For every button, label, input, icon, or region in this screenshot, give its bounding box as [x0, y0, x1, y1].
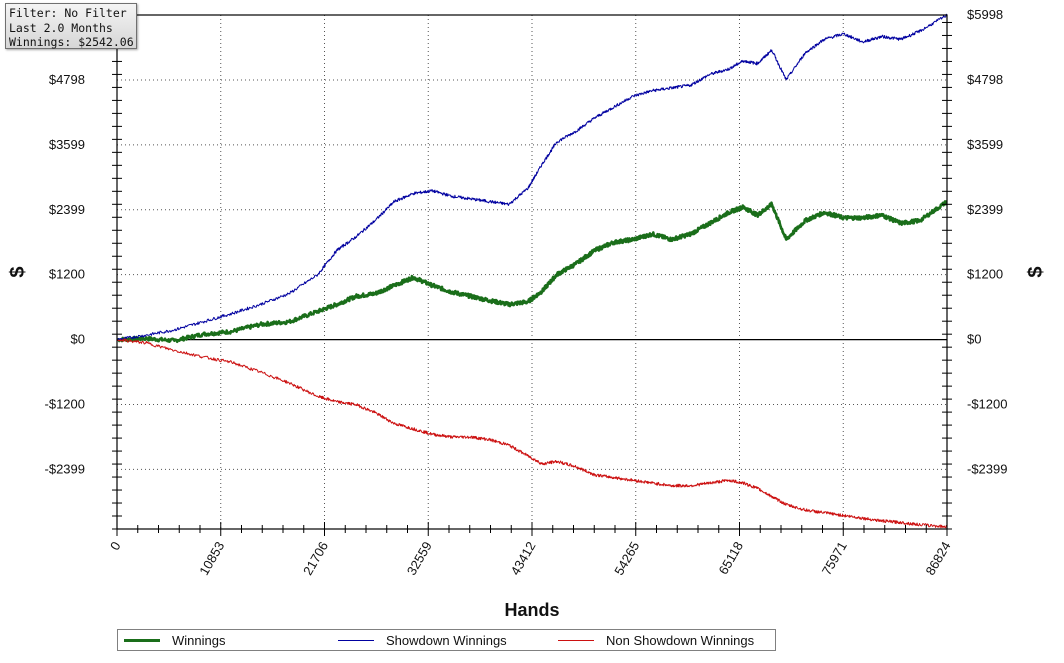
y-tick-label-left: $2399 — [49, 202, 85, 217]
series-lines — [116, 13, 948, 529]
legend-label-winnings: Winnings — [172, 632, 226, 648]
legend-item-showdown: Showdown Winnings — [338, 630, 507, 650]
y-axis-title-left: $ — [7, 266, 29, 277]
y-axis-title-right: $ — [1025, 266, 1047, 277]
period-text: Last 2.0 Months — [9, 20, 113, 35]
legend-label-showdown: Showdown Winnings — [386, 632, 507, 648]
legend-item-winnings: Winnings — [124, 630, 225, 650]
x-tick-label: 43412 — [508, 539, 539, 578]
x-tick-label: 10853 — [196, 539, 227, 578]
y-tick-label-right: -$1200 — [967, 397, 1007, 412]
y-tick-label-left: $1200 — [49, 267, 85, 282]
x-tick-label: 65118 — [716, 539, 747, 577]
x-tick-label: 32559 — [404, 539, 435, 578]
x-tick-label: 0 — [107, 539, 124, 553]
legend-swatch-non-showdown — [558, 639, 594, 641]
x-axis-title: Hands — [504, 600, 559, 620]
series-line-winnings — [116, 200, 948, 344]
x-tick-label: 86824 — [923, 539, 954, 578]
x-tick-label: 21706 — [300, 539, 331, 578]
axis-ticks — [112, 21, 952, 536]
x-tick-label: 75971 — [819, 539, 850, 578]
y-tick-label-right: -$2399 — [967, 461, 1007, 476]
legend-item-non-showdown: Non Showdown Winnings — [558, 630, 754, 650]
series-line-non-showdown-winnings — [116, 338, 948, 529]
legend-swatch-showdown — [338, 639, 374, 641]
y-tick-label-left: -$1200 — [45, 397, 85, 412]
tick-labels: $5998$5998$4798$4798$3599$3599$2399$2399… — [45, 7, 1008, 578]
y-tick-label-left: $0 — [71, 332, 85, 347]
series-line-showdown-winnings — [116, 13, 948, 341]
x-tick-label: 54265 — [611, 539, 642, 578]
y-tick-label-right: $1200 — [967, 267, 1003, 282]
y-tick-label-right: $4798 — [967, 72, 1003, 87]
legend-swatch-winnings — [124, 638, 160, 642]
filter-info-box: Filter: No Filter Last 2.0 Months Winnin… — [5, 3, 137, 49]
y-tick-label-right: $0 — [967, 332, 981, 347]
y-tick-label-left: -$2399 — [45, 461, 85, 476]
y-tick-label-right: $5998 — [967, 7, 1003, 22]
y-tick-label-right: $2399 — [967, 202, 1003, 217]
chart-legend: Winnings Showdown Winnings Non Showdown … — [117, 629, 776, 651]
y-tick-label-right: $3599 — [967, 137, 1003, 152]
grid-lines — [117, 14, 947, 529]
y-tick-label-left: $3599 — [49, 137, 85, 152]
filter-text: Filter: No Filter — [9, 6, 127, 20]
y-tick-label-left: $4798 — [49, 72, 85, 87]
legend-label-non-showdown: Non Showdown Winnings — [606, 632, 755, 648]
winnings-text: Winnings: $2542.06 — [9, 35, 134, 49]
